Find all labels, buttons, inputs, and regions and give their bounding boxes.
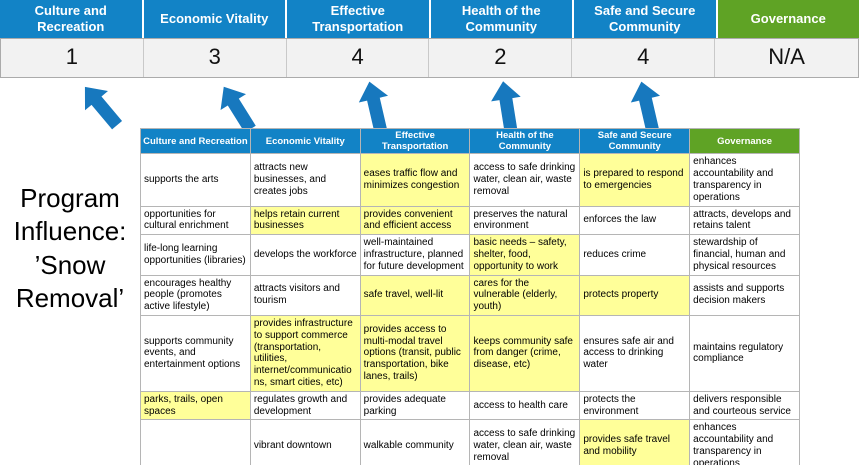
table-cell: vibrant downtown [249, 419, 361, 465]
table-cell: maintains regulatory compliance [689, 314, 800, 392]
table-cell: life-long learning opportunities (librar… [140, 234, 251, 276]
table-cell: enhances accountability and transparency… [689, 153, 800, 207]
table-cell: basic needs – safety, shelter, food, opp… [469, 234, 581, 276]
table-row: vibrant downtown walkable community access… [140, 419, 800, 465]
pillar-banner: Culture and Recreation Economic Vitality… [0, 0, 859, 38]
table-row: encourages healthy people (promotes acti… [140, 274, 800, 316]
table-cell: enhances accountability and transparency… [689, 419, 800, 465]
table-row: parks, trails, open spaces regulates grow… [140, 390, 800, 421]
up-arrow-icon [73, 76, 129, 135]
table-cell: regulates growth and development [249, 390, 361, 421]
up-arrow-icon [488, 78, 526, 134]
table-cell: opportunities for cultural enrichment [140, 205, 251, 236]
table-cell: helps retain current businesses [249, 205, 361, 236]
up-arrow-icon [355, 77, 396, 134]
score-effective-transportation: 4 [287, 39, 430, 77]
table-header-row: Culture and Recreation Economic Vitality… [140, 127, 800, 155]
table-cell: access to safe drinking water, clean air… [469, 153, 581, 207]
table-cell: protects the environment [579, 390, 691, 421]
table-row: supports community events, and entertain… [140, 314, 800, 392]
table-cell: supports community events, and entertain… [140, 314, 251, 392]
table-cell: walkable community [359, 419, 471, 465]
pillar-header-culture-recreation: Culture and Recreation [0, 0, 142, 38]
table-cell: protects property [579, 274, 691, 316]
col-header-safe-secure: Safe and Secure Community [579, 127, 691, 155]
table-cell: provides access to multi-modal travel op… [359, 314, 471, 392]
influence-table: Culture and Recreation Economic Vitality… [140, 127, 800, 465]
pillar-header-economic-vitality: Economic Vitality [143, 0, 285, 38]
table-cell: eases traffic flow and minimizes congest… [359, 153, 471, 207]
score-safe-secure: 4 [572, 39, 716, 77]
table-cell: attracts, develops and retains talent [689, 205, 800, 236]
pillar-header-governance: Governance [717, 0, 859, 38]
table-cell: delivers responsible and courteous servi… [689, 390, 800, 421]
table-cell: keeps community safe from danger (crime,… [469, 314, 581, 392]
score-economic-vitality: 3 [144, 39, 287, 77]
table-row: life-long learning opportunities (librar… [140, 234, 800, 276]
table-row: supports the arts attracts new businesses… [140, 153, 800, 207]
table-cell: develops the workforce [249, 234, 361, 276]
table-cell: provides safe travel and mobility [579, 419, 691, 465]
col-header-economic-vitality: Economic Vitality [249, 127, 361, 155]
pillar-header-health-community: Health of the Community [430, 0, 572, 38]
table-cell: reduces crime [579, 234, 691, 276]
up-arrow-icon [211, 78, 264, 138]
pillar-header-effective-transportation: Effective Transportation [287, 0, 429, 38]
table-cell: cares for the vulnerable (elderly, youth… [469, 274, 581, 316]
table-cell: provides infrastructure to support comme… [249, 314, 361, 392]
table-cell: attracts visitors and tourism [249, 274, 361, 316]
col-header-health-community: Health of the Community [469, 127, 581, 155]
table-cell: preserves the natural environment [469, 205, 581, 236]
table-cell: stewardship of financial, human and phys… [689, 234, 800, 276]
col-header-culture-recreation: Culture and Recreation [140, 127, 251, 155]
table-cell: is prepared to respond to emergencies [579, 153, 691, 207]
table-cell: well-maintained infrastructure, planned … [359, 234, 471, 276]
table-cell: provides adequate parking [359, 390, 471, 421]
score-health-community: 2 [429, 39, 573, 77]
page-title: Program Influence: ’Snow Removal’ [13, 183, 127, 313]
table-cell: parks, trails, open spaces [140, 390, 251, 421]
table-cell: access to health care [469, 390, 581, 421]
table-cell: attracts new businesses, and creates job… [249, 153, 361, 207]
table-cell: encourages healthy people (promotes acti… [140, 274, 251, 316]
up-arrow-icon [627, 77, 668, 134]
pillar-header-safe-secure: Safe and Secure Community [574, 0, 716, 38]
table-cell: provides convenient and efficient access [359, 205, 471, 236]
score-row: 1 3 4 2 4 N/A [0, 38, 859, 78]
score-governance: N/A [768, 44, 805, 69]
table-cell: enforces the law [579, 205, 691, 236]
table-cell: supports the arts [140, 153, 251, 207]
table-cell: ensures safe air and access to drinking … [579, 314, 691, 392]
col-header-governance: Governance [689, 127, 800, 155]
col-header-effective-transportation: Effective Transportation [359, 127, 471, 155]
table-row: opportunities for cultural enrichment hel… [140, 205, 800, 236]
table-cell: access to safe drinking water, clean air… [469, 419, 581, 465]
table-cell [140, 419, 251, 465]
table-cell: assists and supports decision makers [689, 274, 800, 316]
table-cell: safe travel, well-lit [359, 274, 471, 316]
score-culture-recreation: 1 [1, 39, 144, 77]
